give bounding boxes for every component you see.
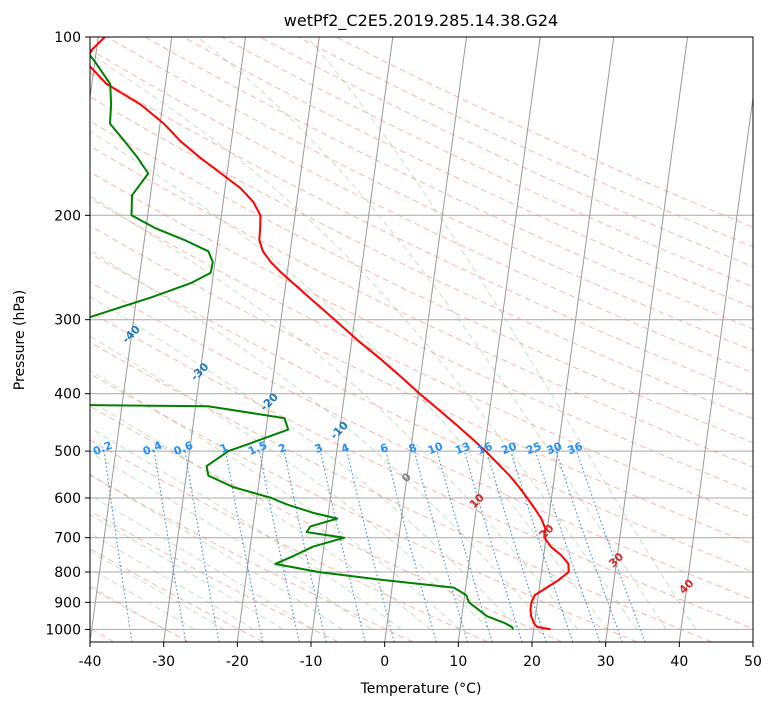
mixing-ratio-label: 20 [500, 439, 519, 457]
mixing-ratio-line [534, 450, 601, 642]
isotherm [236, 37, 320, 642]
plot-area: -100-90-80-70-60-50-40-30-20-1000.10.20.… [90, 37, 753, 642]
mixing-ratio-line [436, 450, 493, 642]
x-axis-label: Temperature (°C) [360, 681, 482, 697]
mixing-ratio-line [413, 450, 469, 642]
mixing-ratio-line [576, 450, 646, 642]
moist-adiabat [90, 427, 402, 630]
mixing-ratio-line [225, 450, 264, 642]
profiles [90, 37, 570, 631]
isotherm [531, 37, 615, 642]
mixing-ratio-line [258, 450, 300, 642]
moist-adiabat [90, 295, 520, 630]
moist-adiabat [90, 335, 490, 630]
y-tick-label: 300 [54, 313, 81, 329]
moist-adiabat [90, 473, 343, 630]
mixing-ratio-line [319, 450, 366, 642]
y-tick-label: 400 [54, 387, 81, 403]
mixing-ratio-label: 30 [545, 439, 564, 457]
mixing-ratio-line [283, 450, 327, 642]
dry-adiabat [90, 548, 264, 642]
dry-adiabat [90, 510, 339, 642]
x-tick-label: -20 [226, 654, 249, 670]
moist-adiabat [307, 37, 697, 630]
mixing-ratio-label: 1 [218, 441, 230, 456]
x-tick-label: 20 [523, 654, 541, 670]
mixing-ratio-label: 36 [566, 439, 585, 457]
x-tick-label: -30 [152, 654, 175, 670]
y-tick-label: 900 [54, 595, 81, 611]
x-tick-label: -40 [79, 654, 102, 670]
mixing-ratio-label: 25 [524, 440, 543, 458]
dry-adiabat [90, 341, 712, 642]
x-tick-label: -10 [300, 654, 323, 670]
dewpoint-line [90, 53, 515, 630]
y-tick-label: 500 [54, 444, 81, 460]
x-axis: -40 -30 -20 -10 0 10 20 30 40 50 [79, 642, 762, 670]
dry-adiabat [90, 311, 753, 630]
isotherm [163, 37, 246, 642]
dry-adiabat [144, 37, 753, 330]
moist-adiabat [90, 249, 549, 630]
plot-frame [89, 36, 754, 643]
mixing-ratio-label: 13 [453, 440, 472, 458]
mixing-ratio-line [485, 450, 547, 642]
temperature-line [90, 37, 570, 631]
dry-adiabat [90, 96, 753, 420]
x-tick-label: 0 [380, 654, 389, 670]
y-tick-label: 100 [54, 30, 81, 46]
isotherm [384, 37, 467, 642]
moist-adiabat [197, 37, 667, 630]
x-tick-label: 50 [744, 654, 762, 670]
dry-adiabat [106, 37, 753, 352]
x-tick-label: 40 [670, 654, 688, 670]
moist-adiabat [90, 130, 608, 630]
mixing-ratio-line [385, 450, 437, 642]
isotherm [310, 37, 394, 642]
mixing-ratio-label: 2 [277, 441, 289, 456]
dry-adiabat [90, 373, 638, 642]
y-tick-label: 1000 [45, 622, 81, 638]
moist-adiabat [90, 585, 166, 630]
mixing-ratio-line [463, 450, 523, 642]
moist-adiabat [90, 52, 638, 630]
moist-adiabat [90, 494, 313, 630]
mixing-ratio-label: 3 [313, 441, 325, 456]
dry-adiabat [90, 252, 753, 573]
moist-adiabat [90, 369, 461, 630]
dry-adiabat [90, 197, 753, 519]
mixing-ratio-label: 10 [426, 439, 445, 457]
y-axis: 1000 900 800 700 600 500 400 300 200 100 [45, 30, 90, 638]
y-axis-label: Pressure (hPa) [12, 290, 28, 390]
y-tick-label: 700 [54, 531, 81, 547]
mixing-ratio-label: 16 [475, 439, 494, 457]
dry-adiabat [90, 281, 753, 601]
isotherm [678, 93, 753, 642]
moist-adiabat [90, 451, 372, 630]
y-tick-label: 800 [54, 565, 81, 581]
isotherm [605, 37, 688, 642]
isotherm [90, 37, 173, 642]
dry-adiabat [90, 171, 753, 493]
x-tick-label: 30 [597, 654, 615, 670]
chart-title: wetPf2_C2E5.2019.285.14.38.G24 [284, 11, 558, 31]
moist-adiabat [90, 195, 579, 630]
y-tick-label: 200 [54, 208, 81, 224]
isotherm [457, 37, 541, 642]
dry-adiabat [90, 72, 753, 397]
mixing-ratio-line [555, 450, 623, 642]
moist-adiabat [90, 400, 431, 630]
dry-adiabat [90, 439, 488, 642]
mixing-ratio-label: 8 [407, 441, 419, 456]
x-tick-label: 10 [449, 654, 467, 670]
dry-adiabat [90, 224, 753, 545]
mixing-ratio-line [510, 450, 574, 642]
y-tick-label: 600 [54, 491, 81, 507]
dry-adiabat [221, 37, 753, 288]
